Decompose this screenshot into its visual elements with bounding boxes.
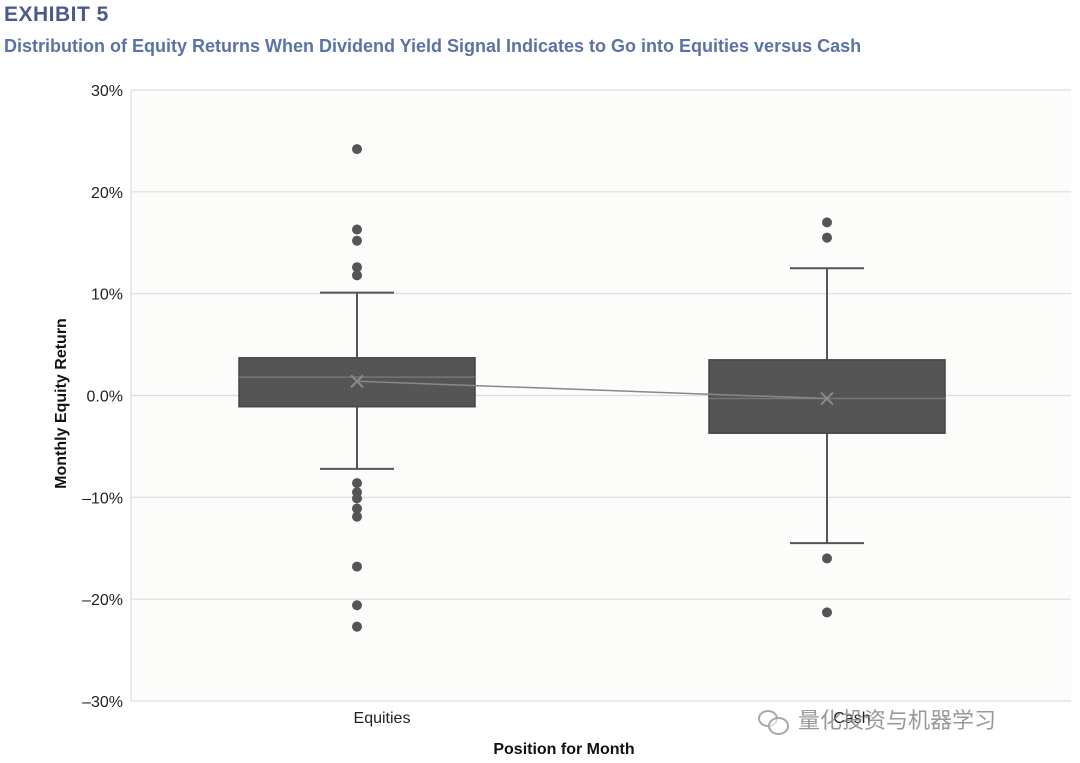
y-tick-label: –30% bbox=[82, 694, 123, 711]
y-axis-ticks: 30% 20% 10% 0.0% –10% –20% –30% bbox=[82, 83, 123, 711]
outlier-point bbox=[822, 553, 832, 564]
watermark: 量化投资与机器学习 bbox=[758, 703, 996, 735]
chat-bubbles-icon bbox=[758, 710, 789, 735]
outlier-point bbox=[352, 262, 362, 273]
y-axis-title: Monthly Equity Return bbox=[53, 318, 70, 489]
chart-subtitle: Distribution of Equity Returns When Divi… bbox=[4, 36, 862, 56]
y-tick-label: 0.0% bbox=[87, 389, 123, 406]
y-tick-label: 30% bbox=[91, 83, 123, 100]
outlier-point bbox=[352, 493, 362, 504]
watermark-text: 量化投资与机器学习 bbox=[798, 709, 997, 734]
outlier-point bbox=[352, 600, 362, 611]
box-group-cash bbox=[708, 217, 946, 618]
exhibit-label: EXHIBIT 5 bbox=[4, 3, 109, 26]
x-axis-ticks: Equities Cash bbox=[354, 710, 871, 727]
outlier-point bbox=[822, 217, 832, 228]
box-group-equities bbox=[238, 144, 476, 632]
outlier-point bbox=[822, 232, 832, 243]
y-tick-label: –20% bbox=[82, 592, 123, 609]
outlier-point bbox=[352, 144, 362, 155]
y-tick-label: 20% bbox=[91, 185, 123, 202]
y-tick-label: –10% bbox=[82, 490, 123, 507]
x-axis-title: Position for Month bbox=[493, 741, 634, 758]
mean-connector-line bbox=[356, 380, 828, 400]
outlier-point bbox=[352, 621, 362, 632]
outlier-point bbox=[822, 607, 832, 618]
x-tick-label: Equities bbox=[354, 710, 411, 727]
y-tick-label: 10% bbox=[91, 287, 123, 304]
outlier-point bbox=[352, 503, 362, 514]
outlier-point bbox=[352, 478, 362, 489]
outlier-point bbox=[352, 511, 362, 522]
outlier-point bbox=[352, 224, 362, 235]
outlier-point bbox=[352, 235, 362, 246]
chart-marks bbox=[238, 144, 946, 632]
outlier-point bbox=[352, 561, 362, 572]
x-tick-label: Cash bbox=[833, 710, 870, 727]
iqr-box bbox=[708, 359, 946, 434]
outlier-point bbox=[352, 270, 362, 281]
